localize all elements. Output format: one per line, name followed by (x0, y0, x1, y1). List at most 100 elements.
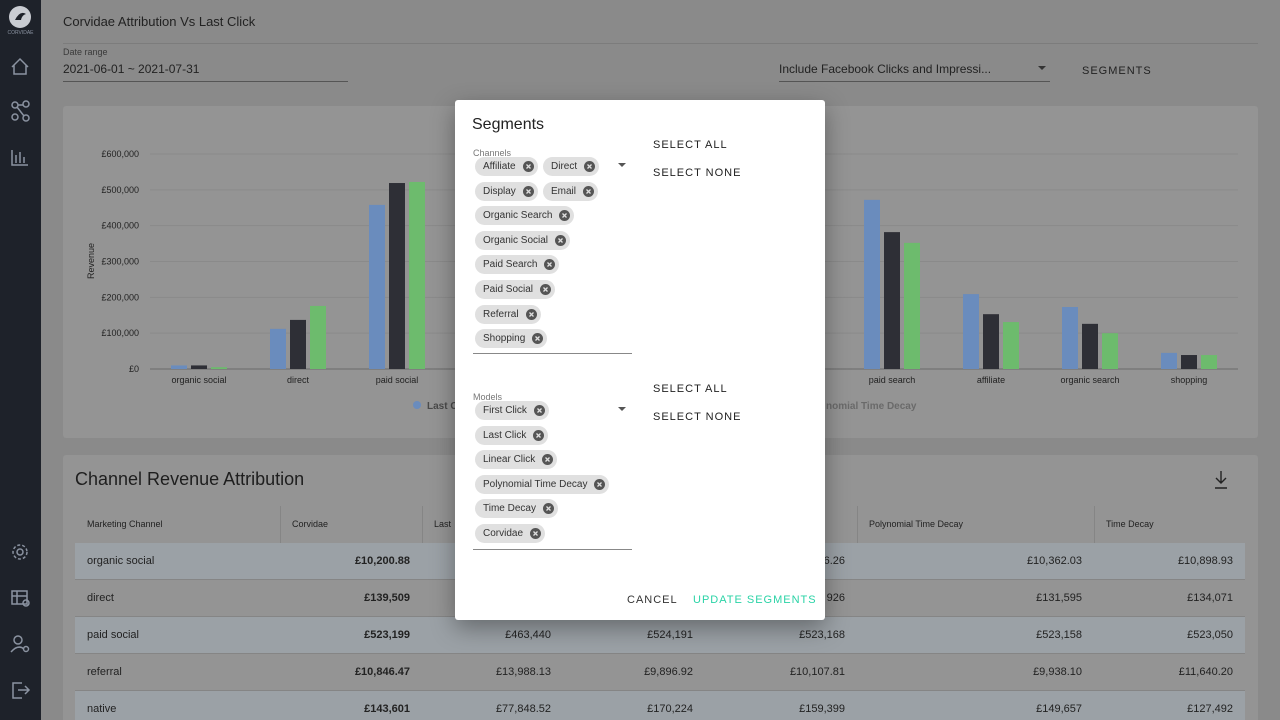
chip-remove[interactable] (542, 454, 554, 466)
chip-remove[interactable] (525, 308, 537, 320)
update-segments-button[interactable]: UPDATE SEGMENTS (693, 594, 817, 606)
home-icon[interactable] (11, 57, 29, 75)
chip[interactable]: Time Decay (475, 499, 558, 519)
row-value: £11,640.20 (1178, 666, 1233, 678)
x-tick-label: affiliate (977, 375, 1005, 385)
chip-remove[interactable] (594, 478, 606, 490)
select-none-button[interactable]: SELECT NONE (653, 167, 742, 179)
x-tick-label: direct (287, 375, 310, 385)
dropdown-arrow[interactable] (618, 163, 626, 167)
chip-label: Corvidae (483, 528, 524, 539)
facebook-select[interactable]: Include Facebook Clicks and Impressi... (779, 62, 992, 76)
field-underline (473, 353, 632, 354)
sidebar-icons (9, 6, 31, 699)
chip[interactable]: Email (543, 181, 599, 201)
chip[interactable]: Display (475, 181, 538, 201)
x-tick-label: organic search (1060, 375, 1119, 385)
chip-label: Display (483, 185, 516, 197)
chip[interactable]: Organic Social (475, 230, 571, 250)
field-label: Channels (473, 148, 512, 158)
row-value: £127,492 (1187, 703, 1233, 715)
row-value: £523,050 (1187, 629, 1233, 641)
chip-remove[interactable] (533, 429, 545, 441)
chip-remove[interactable] (533, 405, 545, 416)
chip[interactable]: Shopping (475, 329, 548, 349)
remove-glyph (587, 164, 593, 169)
network-icon[interactable] (11, 100, 30, 122)
dropdown-arrow[interactable] (618, 407, 626, 411)
date-range-value[interactable]: 2021-06-01 ~ 2021-07-31 (63, 62, 200, 76)
row-value: £10,898.93 (1177, 555, 1233, 567)
chip-label: Time Decay (483, 503, 536, 515)
bar (1161, 352, 1177, 369)
bar (310, 305, 326, 369)
chip[interactable]: Linear Click (475, 450, 558, 470)
bar (369, 204, 385, 369)
row-value: £10,846.47 (354, 666, 410, 678)
logout-icon[interactable] (12, 682, 31, 699)
column-header: Last (434, 519, 452, 529)
bar (389, 183, 405, 369)
chip-remove[interactable] (544, 259, 556, 271)
chip-remove[interactable] (522, 161, 534, 172)
select-all-button[interactable]: SELECT ALL (653, 139, 728, 151)
chip[interactable]: Referral (475, 304, 541, 324)
chip-remove[interactable] (583, 185, 595, 197)
chip-remove[interactable] (542, 503, 554, 515)
chip[interactable]: Organic Search (475, 206, 575, 226)
chip-label: Last Click (483, 429, 527, 441)
chip-remove[interactable] (555, 234, 567, 246)
download-icon[interactable] (1214, 470, 1228, 490)
row-value: £134,071 (1187, 592, 1233, 604)
y-tick-label: £100,000 (101, 328, 139, 338)
chip[interactable]: First Click (475, 401, 549, 420)
y-tick-label: £0 (129, 364, 139, 374)
remove-glyph (545, 457, 551, 463)
table-settings-icon[interactable] (11, 590, 30, 607)
row-channel: referral (87, 666, 122, 678)
row-channel: organic social (87, 555, 155, 567)
bar (1082, 323, 1098, 369)
chip[interactable]: Corvidae (475, 524, 546, 543)
chip-label: Linear Click (483, 454, 536, 466)
bar (1102, 333, 1118, 369)
chip[interactable]: Direct (543, 157, 600, 176)
remove-glyph (525, 188, 531, 194)
chip-remove[interactable] (559, 210, 571, 222)
remove-glyph (536, 432, 542, 438)
row-value: £523,199 (364, 629, 410, 641)
bar (191, 365, 207, 369)
remove-glyph (547, 262, 553, 268)
settings-icon[interactable] (12, 544, 28, 560)
chip-remove[interactable] (522, 185, 534, 197)
page-title: Corvidae Attribution Vs Last Click (63, 14, 256, 29)
chip-label: Paid Search (483, 259, 538, 271)
row-value: £10,200.88 (354, 555, 410, 567)
modal-title: Segments (472, 116, 545, 133)
chip-remove[interactable] (532, 333, 544, 345)
chip-remove[interactable] (530, 528, 542, 539)
user-settings-icon[interactable] (10, 635, 30, 653)
row-value: £463,440 (505, 629, 551, 641)
row-value: £10,362.03 (1026, 555, 1082, 567)
select-none-button[interactable]: SELECT NONE (653, 411, 742, 423)
chip[interactable]: Last Click (475, 425, 549, 445)
chip-label: Email (551, 185, 577, 197)
chip[interactable]: Paid Social (475, 280, 556, 299)
chart-icon[interactable] (11, 150, 28, 166)
x-tick-label: paid social (376, 375, 419, 385)
cancel-button[interactable]: CANCEL (627, 594, 678, 606)
chip[interactable]: Polynomial Time Decay (475, 474, 610, 494)
chip[interactable]: Paid Search (475, 255, 560, 275)
segments-button[interactable]: SEGMENTS (1082, 65, 1152, 77)
y-axis-label: Revenue (86, 243, 96, 279)
select-all-button[interactable]: SELECT ALL (653, 383, 728, 395)
remove-glyph (597, 481, 603, 487)
select-arrow (1038, 66, 1046, 70)
field-label: Models (473, 392, 503, 402)
chip[interactable]: Affiliate (475, 157, 538, 176)
chip-remove[interactable] (540, 284, 552, 295)
chip-remove[interactable] (584, 161, 596, 172)
